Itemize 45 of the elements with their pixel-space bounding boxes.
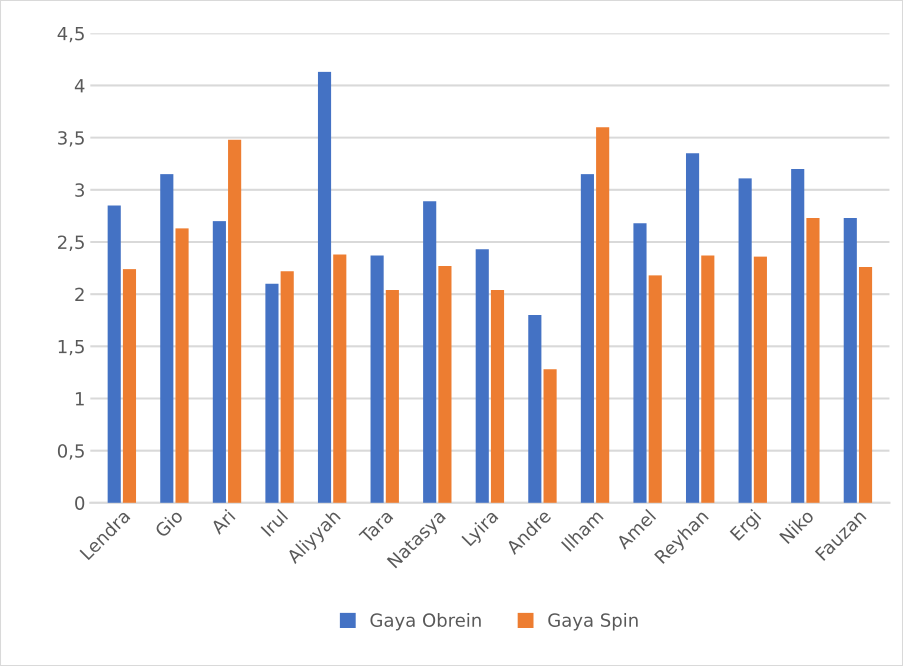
bar xyxy=(265,284,279,503)
bar xyxy=(648,275,662,503)
bar xyxy=(738,178,752,503)
bar xyxy=(686,153,700,503)
bar xyxy=(633,223,647,503)
bar xyxy=(160,174,174,503)
legend-label: Gaya Spin xyxy=(548,612,638,630)
bar xyxy=(228,140,242,503)
bar xyxy=(280,271,294,503)
y-tick-label: 2,5 xyxy=(58,235,84,251)
bar xyxy=(476,249,489,503)
bar xyxy=(333,254,346,503)
y-tick-label: 0 xyxy=(75,496,84,510)
bar xyxy=(122,269,136,503)
y-tick-label: 4,5 xyxy=(58,26,84,42)
bar xyxy=(806,218,820,503)
bar xyxy=(754,256,767,503)
y-tick-label: 3 xyxy=(75,183,84,197)
x-tick-label: Irul xyxy=(260,508,288,537)
bar xyxy=(318,72,332,503)
bar xyxy=(423,201,436,503)
y-tick-label: 4 xyxy=(74,79,84,92)
bar xyxy=(544,369,557,503)
x-tick-label: Ari xyxy=(210,508,236,535)
bar xyxy=(580,174,594,503)
bar xyxy=(596,127,610,503)
bar xyxy=(438,266,452,503)
bar xyxy=(858,267,872,503)
y-tick-label: 1 xyxy=(76,392,84,406)
bar xyxy=(386,290,399,503)
y-tick-label: 2 xyxy=(75,288,84,302)
bar xyxy=(701,256,714,503)
bar xyxy=(490,290,504,503)
bar xyxy=(528,315,542,503)
bar xyxy=(370,256,384,503)
y-tick-label: 0,5 xyxy=(58,444,84,460)
bar xyxy=(212,221,226,503)
bar xyxy=(844,218,857,503)
y-tick-label: 3,5 xyxy=(58,131,84,147)
bar xyxy=(175,228,189,503)
legend-label: Gaya Obrein xyxy=(370,612,481,630)
x-tick-label: Gio xyxy=(154,508,184,538)
bar xyxy=(108,205,121,503)
bar xyxy=(791,168,804,503)
y-tick-label: 1,5 xyxy=(58,340,84,356)
